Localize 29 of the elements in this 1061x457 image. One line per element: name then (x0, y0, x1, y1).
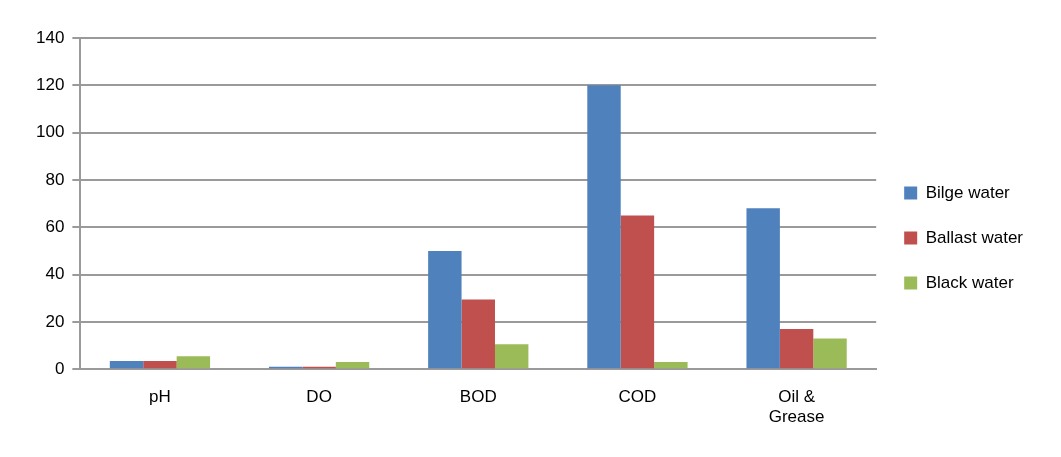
y-tick-label: 120 (35, 75, 65, 94)
bar (461, 299, 495, 369)
x-tick-label: pH (149, 387, 171, 407)
y-tick-label: 20 (45, 311, 65, 331)
bar (109, 360, 144, 369)
legend-label: Bilge water (925, 182, 1011, 202)
y-tick-label: 40 (45, 264, 65, 284)
bar (587, 85, 621, 369)
x-tick-label: Oil & Grease (768, 387, 825, 427)
y-tick-label: 140 (35, 27, 65, 47)
bar (620, 215, 655, 369)
y-tick-label: 60 (45, 216, 65, 236)
bar (813, 338, 847, 369)
bar (779, 328, 814, 369)
x-tick-label: COD (618, 387, 657, 407)
y-tick-label: 0 (54, 358, 65, 378)
bar (428, 250, 462, 369)
y-tick-label: 100 (35, 122, 65, 142)
bar (654, 362, 688, 369)
x-tick-label: DO (306, 387, 332, 407)
legend-label: Black water (925, 272, 1014, 292)
bar (176, 356, 211, 369)
bar (746, 208, 780, 369)
x-tick-label: BOD (459, 387, 497, 407)
bar (143, 360, 177, 369)
y-tick-label: 80 (45, 169, 65, 189)
bar (494, 344, 529, 369)
legend-label: Ballast water (925, 227, 1024, 247)
bar (335, 362, 370, 369)
